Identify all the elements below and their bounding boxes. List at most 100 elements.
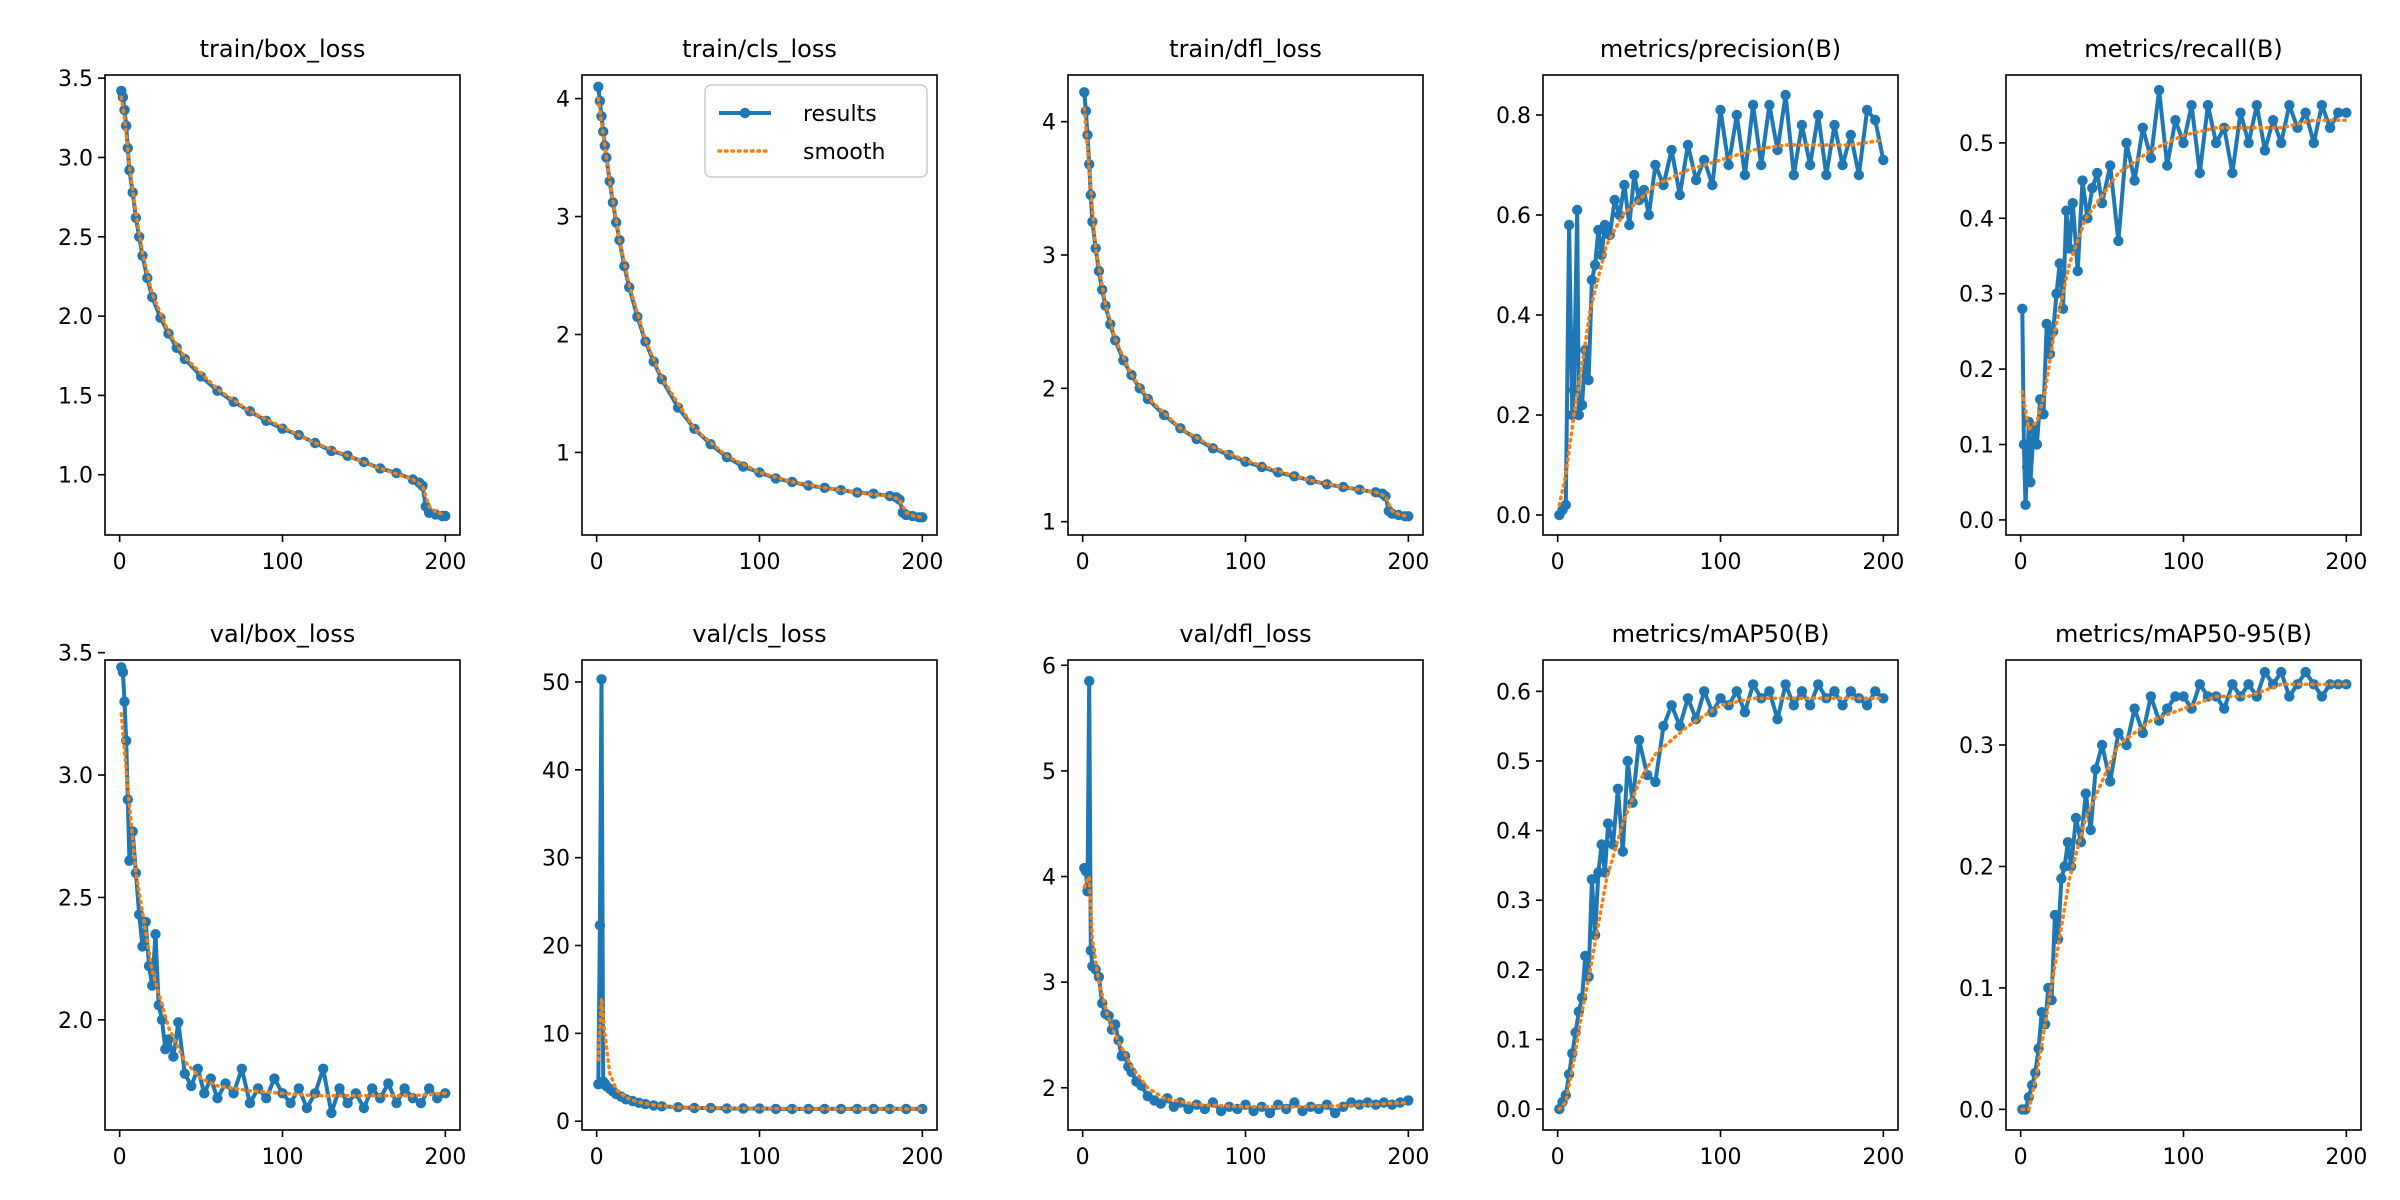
results-point: [186, 1080, 197, 1092]
results-point: [1739, 707, 1751, 718]
results-point: [1622, 755, 1633, 767]
results-point: [1568, 384, 1580, 396]
results-point: [2202, 100, 2214, 111]
results-point: [1586, 274, 1598, 286]
series-group: [1079, 87, 1414, 522]
smooth-line: [2020, 682, 2349, 1112]
panel-val-cls-loss: val/cls_loss 0 100 200 0 10 20 30 40 50: [542, 620, 943, 1170]
results-point: [1666, 144, 1677, 156]
results-point: [2145, 691, 2157, 702]
results-point: [1084, 159, 1095, 170]
results-point: [2170, 691, 2181, 702]
results-point: [1403, 1095, 1414, 1106]
results-point: [1567, 1048, 1578, 1059]
results-point: [1084, 675, 1095, 687]
results-point: [326, 1107, 337, 1119]
series-group: [2017, 666, 2352, 1115]
results-point: [594, 920, 606, 931]
results-point: [2113, 235, 2124, 247]
results-point: [2162, 160, 2173, 171]
results-point: [228, 1088, 239, 1099]
results-point: [917, 1103, 928, 1115]
results-point: [399, 1083, 410, 1094]
results-point: [1596, 839, 1607, 850]
results-point: [2046, 994, 2057, 1006]
y-tick-label: 0.4: [1496, 820, 1531, 845]
results-point: [1599, 219, 1611, 231]
results-point: [2186, 100, 2197, 111]
panel-train-cls-loss: train/cls_loss 0 100 200 1 2 3 4 results smooth: [556, 35, 943, 575]
results-line: [2022, 670, 2347, 1112]
results-point: [2300, 107, 2311, 118]
panel-val-dfl-loss: val/dfl_loss 0 100 200 2 3 4 5 6: [1042, 620, 1429, 1170]
y-tick-label: 0.6: [1496, 680, 1531, 705]
results-point: [2243, 137, 2254, 149]
y-tick-label: 0.0: [1496, 1098, 1531, 1123]
panel-metrics-precision-b: metrics/precision(B) 0 100 200 0.0 0.2 0.4 0.6 0…: [1496, 35, 1904, 575]
x-tick-label: 100: [739, 550, 781, 575]
x-tick-label: 0: [2014, 550, 2028, 575]
results-point: [2178, 137, 2189, 149]
results-point: [1395, 1097, 1406, 1108]
y-tick-label: 0.0: [1959, 1098, 1994, 1123]
y-tick-label: 1: [1042, 511, 1056, 536]
results-point: [1624, 219, 1635, 231]
y-tick-label: 3: [1042, 971, 1056, 996]
results-point: [2251, 100, 2262, 111]
results-point: [423, 1083, 435, 1094]
results-point: [1796, 119, 1808, 131]
results-point: [593, 81, 604, 93]
x-tick-label: 100: [2163, 1145, 2205, 1170]
results-point: [1583, 374, 1594, 386]
results-point: [2036, 1007, 2048, 1018]
results-point: [1747, 679, 1759, 690]
y-tick-label: 1: [556, 441, 570, 466]
results-point: [917, 512, 928, 523]
y-tick-label: 0: [556, 1110, 570, 1135]
y-tick-label: 0.5: [1959, 132, 1994, 157]
results-point: [1674, 189, 1686, 201]
x-tick-label: 100: [1700, 1145, 1742, 1170]
x-tick-label: 0: [590, 1145, 604, 1170]
results-point: [168, 1051, 179, 1062]
results-point: [1596, 249, 1607, 261]
panel-title: metrics/mAP50-95(B): [2055, 620, 2312, 648]
results-point: [1731, 109, 1743, 121]
series-group: [1554, 89, 1889, 521]
results-point: [1281, 1103, 1292, 1115]
y-tick-label: 4: [1042, 866, 1056, 891]
y-tick-label: 0.3: [1959, 283, 1994, 308]
results-line: [1557, 93, 1886, 517]
y-tick-label: 2.5: [58, 886, 93, 911]
results-point: [2090, 764, 2101, 775]
results-point: [2284, 100, 2295, 111]
results-point: [2162, 703, 2173, 714]
legend-smooth-label: smooth: [803, 140, 885, 165]
results-point: [1813, 679, 1824, 690]
x-tick-label: 0: [1076, 550, 1090, 575]
results-point: [1829, 119, 1840, 131]
series-group: [593, 674, 928, 1115]
x-tick-label: 100: [1700, 550, 1742, 575]
results-point: [1614, 209, 1625, 221]
results-point: [236, 1063, 247, 1075]
results-point: [2085, 824, 2096, 836]
results-point: [2227, 679, 2238, 690]
x-tick-label: 100: [739, 1145, 781, 1170]
results-point: [391, 1097, 402, 1109]
results-point: [119, 696, 130, 707]
results-point: [2018, 439, 2030, 450]
y-tick-label: 2: [1042, 377, 1056, 402]
results-point: [1878, 154, 1889, 166]
results-point: [2025, 477, 2036, 488]
results-point: [1788, 169, 1800, 181]
results-line: [1557, 682, 1885, 1110]
results-point: [173, 1017, 184, 1028]
results-point: [2243, 679, 2254, 690]
panel-val-box-loss: val/box_loss 0 100 200 2.0 2.5 3.0 3.5: [58, 620, 466, 1170]
results-point: [1666, 700, 1677, 711]
y-tick-label: 6: [1042, 654, 1056, 679]
x-tick-label: 200: [2325, 550, 2367, 575]
results-point: [2227, 167, 2238, 179]
results-point: [2284, 691, 2295, 702]
